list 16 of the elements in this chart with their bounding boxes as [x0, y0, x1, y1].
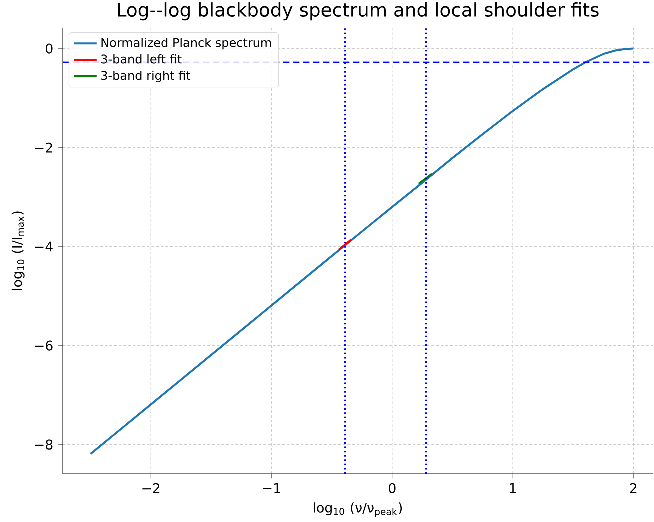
y-axis-title: log$_{10}$ (I/I$_{max}$) [12, 212, 25, 290]
y-tick-label: −6 [35, 340, 53, 351]
x-tick-label: 2 [630, 483, 637, 494]
y-tick-label: 0 [46, 44, 53, 54]
x-tick-label: −2 [142, 483, 160, 494]
x-tick-label: 1 [510, 483, 516, 494]
legend-label: Normalized Planck spectrum [102, 38, 272, 50]
y-tick-label: −8 [35, 440, 53, 450]
chart-title: Log--log blackbody spectrum and local shoulder fits [118, 2, 599, 21]
y-tick-label: −2 [35, 142, 52, 153]
y-tick-label: −4 [35, 242, 53, 252]
x-tick-label: 0 [389, 483, 396, 494]
legend-label: 3-band left fit [102, 54, 182, 64]
legend-label: 3-band right fit [102, 70, 191, 83]
x-tick-label: −1 [263, 483, 280, 494]
x-axis-title: log$_{10}$ (ν/ν$_{peak}$) [314, 502, 402, 518]
